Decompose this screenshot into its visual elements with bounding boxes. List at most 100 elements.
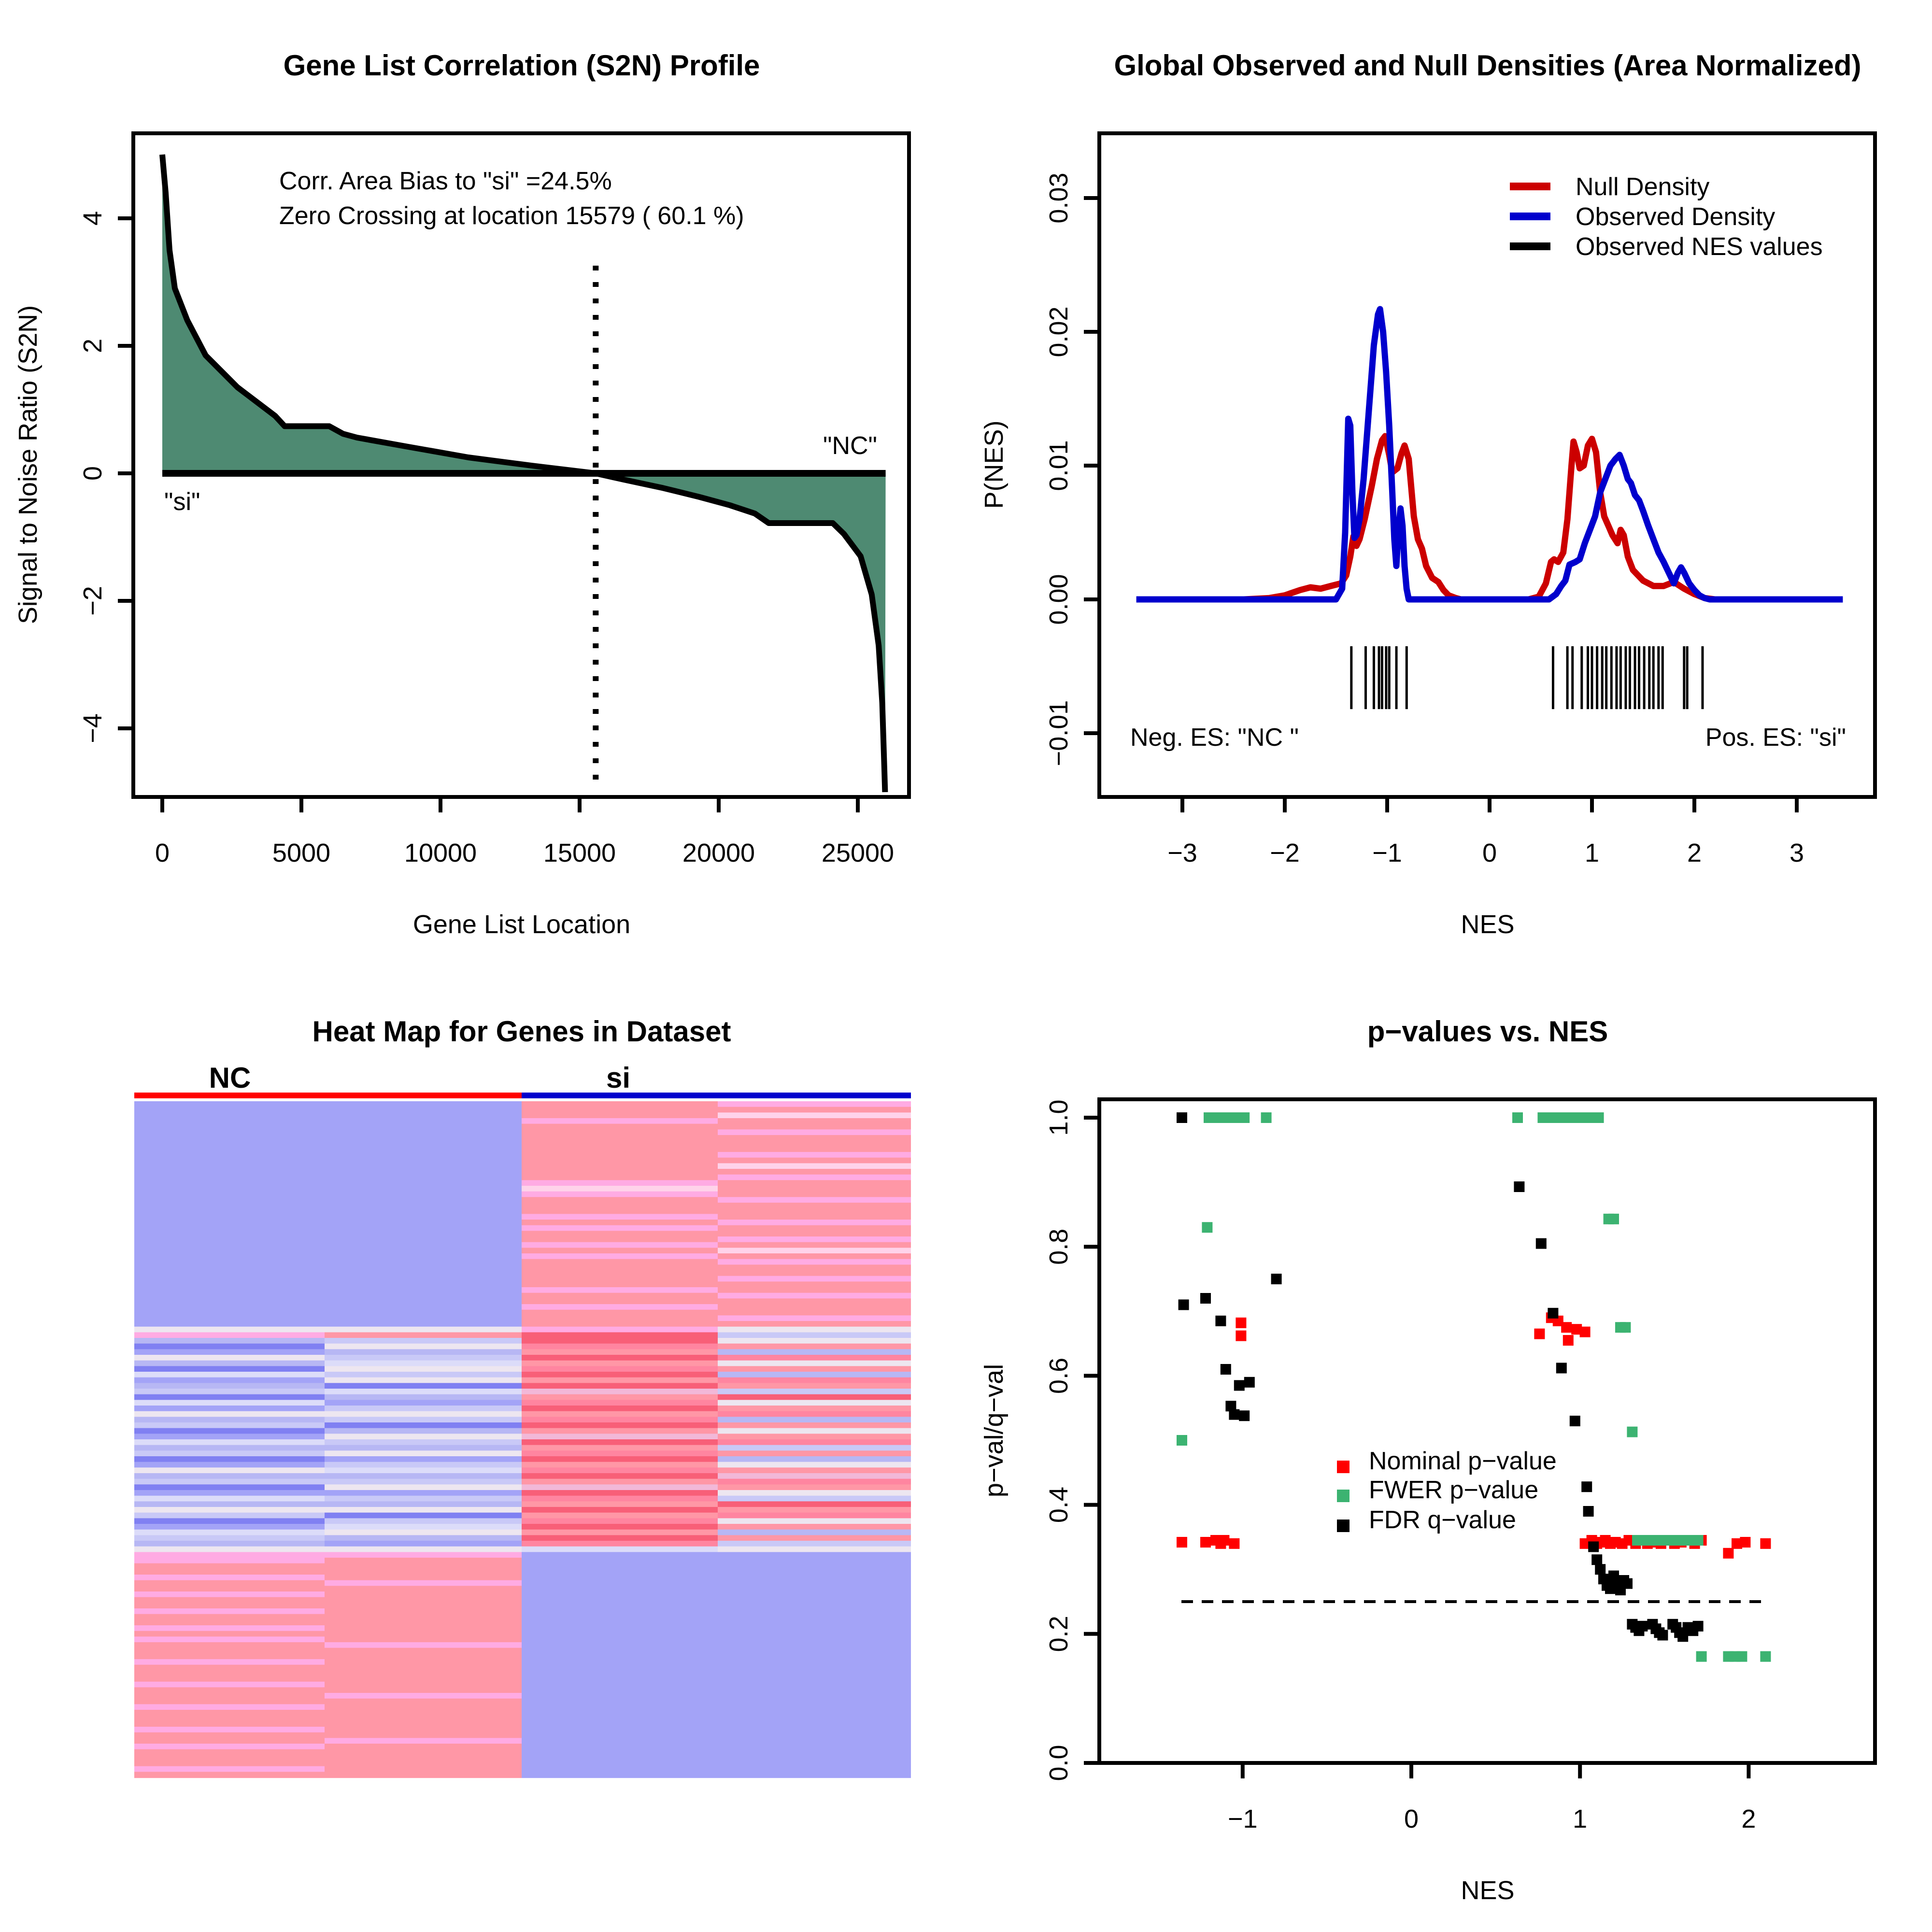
heatmap-cell [718, 1355, 911, 1361]
heatmap-cell [718, 1670, 911, 1677]
heatmap-cell [718, 1152, 911, 1158]
heatmap-cell [134, 1304, 325, 1310]
nominal-pvalue-point [1219, 1535, 1230, 1546]
heatmap-cell [718, 1518, 911, 1525]
heatmap-cell [134, 1715, 325, 1722]
group-label-si: si [606, 1062, 630, 1094]
heatmap-cell [325, 1152, 522, 1158]
fdr-qvalue-point [1677, 1631, 1689, 1642]
fdr-qvalue-point [1234, 1380, 1245, 1391]
heatmap-cell [718, 1659, 911, 1665]
heatmap-cell [718, 1174, 911, 1181]
heatmap-cell [522, 1766, 718, 1773]
fdr-qvalue-point [1200, 1293, 1211, 1304]
heatmap-cell [522, 1377, 718, 1384]
heatmap-cell [325, 1355, 522, 1361]
heatmap-cell [718, 1281, 911, 1288]
heatmap-cell [134, 1552, 325, 1559]
heatmap-cell [718, 1214, 911, 1221]
heatmap-cell [325, 1625, 522, 1632]
heatmap-cell [134, 1659, 325, 1665]
heatmap-cell [522, 1710, 718, 1716]
heatmap-cell [718, 1400, 911, 1406]
heatmap-cell [325, 1687, 522, 1694]
heatmap-cell [718, 1507, 911, 1513]
heatmap-cell [134, 1541, 325, 1547]
heatmap-cell [325, 1203, 522, 1209]
heatmap-cell [134, 1636, 325, 1643]
heatmap-cell [134, 1529, 325, 1536]
heatmap-cell [522, 1631, 718, 1637]
heatmap-cell [325, 1259, 522, 1265]
x-tick-label: −3 [1167, 838, 1197, 867]
heatmap-cell [718, 1597, 911, 1604]
heatmap-cell [718, 1732, 911, 1739]
heatmap-cell [522, 1315, 718, 1322]
heatmap-cell [522, 1304, 718, 1310]
heatmap-cell [522, 1597, 718, 1604]
heatmap-cell [522, 1101, 718, 1108]
heatmap-cell [522, 1456, 718, 1463]
heatmap-cell [134, 1186, 325, 1192]
heatmap-cell [718, 1653, 911, 1660]
heatmap-cell [134, 1619, 325, 1626]
heatmap-cell [325, 1242, 522, 1249]
heatmap-cell [325, 1614, 522, 1620]
heatmap-cell [718, 1225, 911, 1232]
y-tick-label: 0.01 [1044, 440, 1073, 491]
y-tick-label: 0.8 [1044, 1229, 1073, 1265]
heatmap-cell [522, 1642, 718, 1648]
heatmap-cell [718, 1197, 911, 1204]
y-tick-label: 0.4 [1044, 1487, 1073, 1523]
heatmap-cell [134, 1512, 325, 1519]
heatmap-cell [134, 1732, 325, 1739]
heatmap-cell [522, 1140, 718, 1147]
heatmap-cell [325, 1552, 522, 1559]
heatmap-cell [134, 1535, 325, 1542]
heatmap-cell [134, 1749, 325, 1756]
heatmap-cell [325, 1236, 522, 1243]
heatmap-cell [325, 1394, 522, 1401]
nominal-pvalue-point [1200, 1537, 1211, 1548]
heatmap-cell [522, 1146, 718, 1153]
heatmap-cell [718, 1332, 911, 1339]
heatmap-cell [522, 1648, 718, 1654]
heatmap-cell [134, 1107, 325, 1113]
heatmap-cell [522, 1253, 718, 1260]
x-tick-label: −2 [1270, 838, 1300, 867]
fdr-qvalue-point [1271, 1274, 1282, 1284]
heatmap-cell [718, 1450, 911, 1457]
heatmap-cell [134, 1377, 325, 1384]
heatmap-cell [134, 1287, 325, 1293]
heatmap-cell [718, 1766, 911, 1773]
fdr-qvalue-point [1637, 1620, 1648, 1632]
heatmap-cell [134, 1738, 325, 1745]
heatmap-cell [325, 1445, 522, 1451]
heatmap-cell [522, 1478, 718, 1485]
heatmap-cell [325, 1372, 522, 1378]
heatmap-cell [134, 1507, 325, 1513]
fdr-qvalue-point [1595, 1564, 1606, 1575]
heatmap-cell [134, 1569, 325, 1576]
heatmap-cell [325, 1727, 522, 1733]
heatmap-cell [325, 1546, 522, 1553]
heatmap-cell [522, 1732, 718, 1739]
y-tick-label: −4 [78, 713, 107, 743]
heatmap-cell [325, 1163, 522, 1170]
heatmap-cell [325, 1326, 522, 1333]
heatmap-cell [325, 1264, 522, 1271]
heatmap-cell [522, 1214, 718, 1221]
heatmap-cell [325, 1467, 522, 1474]
fdr-qvalue-point [1583, 1506, 1594, 1517]
heatmap-cell [325, 1186, 522, 1192]
heatmap-cell [325, 1417, 522, 1423]
heatmap-cell [325, 1636, 522, 1643]
heatmap-cell [522, 1608, 718, 1615]
heatmap-cell [522, 1591, 718, 1598]
heatmap-cell [134, 1140, 325, 1147]
fwer-pvalue-point [1554, 1112, 1565, 1123]
fwer-pvalue-point [1608, 1213, 1619, 1224]
heatmap-cell [718, 1619, 911, 1626]
heatmap-cell [718, 1738, 911, 1745]
fwer-pvalue-point [1627, 1426, 1638, 1437]
